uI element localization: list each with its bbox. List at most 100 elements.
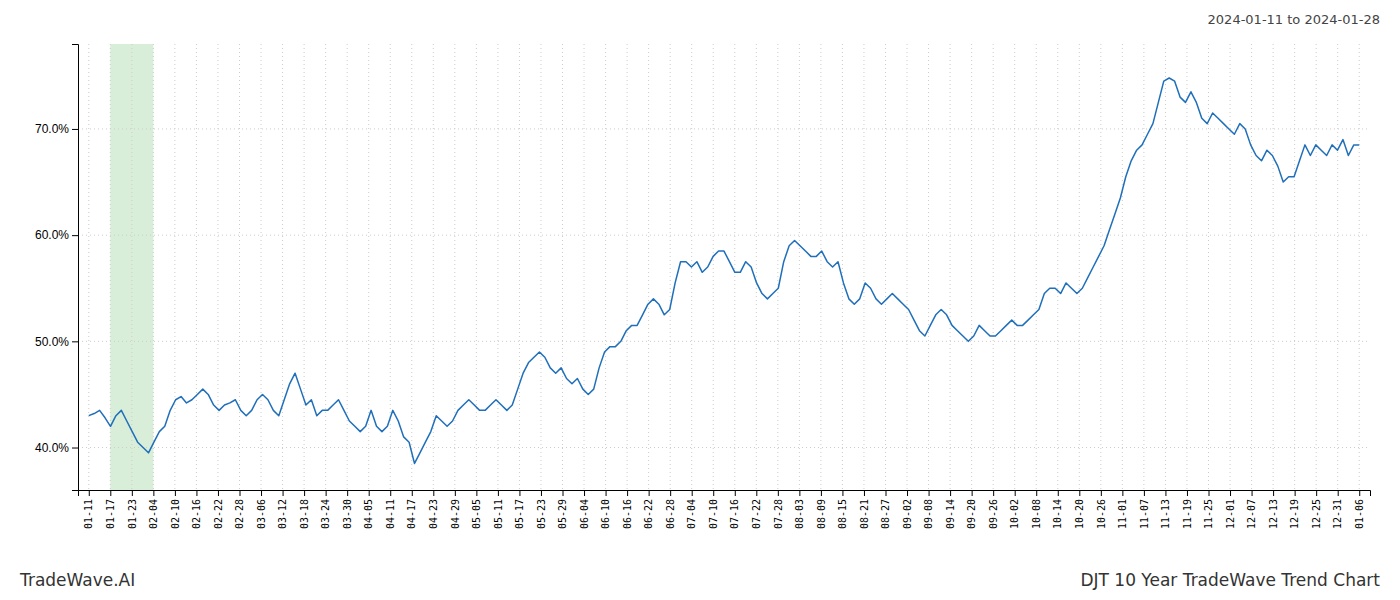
grid-line-x: [519, 44, 520, 490]
x-tick: 11-07: [1139, 490, 1150, 529]
x-tick-label: 01-11: [83, 499, 94, 529]
x-tick-label: 03-06: [256, 499, 267, 529]
x-tick: 06-28: [665, 490, 676, 529]
x-tick: 02-04: [148, 490, 159, 529]
x-tick: 01-17: [105, 490, 116, 529]
grid-line-x: [131, 44, 132, 490]
x-tick: 08-27: [880, 490, 891, 529]
x-tick-mark: [627, 490, 628, 496]
x-tick-mark: [1359, 490, 1360, 496]
x-tick: 01-11: [83, 490, 94, 529]
x-tick-label: 07-16: [729, 499, 740, 529]
grid-line-x: [1186, 44, 1187, 490]
x-tick-label: 12-19: [1289, 499, 1300, 529]
subtitle: 2024-01-11 to 2024-01-28: [1208, 12, 1380, 27]
x-tick-label: 06-28: [665, 499, 676, 529]
grid-line-x: [304, 44, 305, 490]
x-tick-label: 07-22: [751, 499, 762, 529]
x-tick: 03-18: [299, 490, 310, 529]
x-tick-mark: [692, 490, 693, 496]
x-tick: 11-25: [1203, 490, 1214, 529]
x-tick-label: 06-10: [600, 499, 611, 529]
x-tick-label: 05-11: [493, 499, 504, 529]
y-tick-mark: [72, 129, 78, 130]
x-tick: 08-15: [837, 490, 848, 529]
grid-line-x: [584, 44, 585, 490]
grid-line-y: [78, 235, 1370, 236]
x-tick: 07-16: [729, 490, 740, 529]
x-tick-mark: [110, 490, 111, 496]
x-tick-mark: [132, 490, 133, 496]
grid-line-x: [540, 44, 541, 490]
grid-line-x: [390, 44, 391, 490]
x-tick-mark: [907, 490, 908, 496]
x-tick-mark: [476, 490, 477, 496]
x-tick-mark: [1209, 490, 1210, 496]
x-tick: 04-11: [385, 490, 396, 529]
x-tick: 07-04: [686, 490, 697, 529]
x-tick-label: 09-14: [945, 499, 956, 529]
x-tick-mark: [799, 490, 800, 496]
grid-line-x: [1143, 44, 1144, 490]
y-tick-mark: [72, 341, 78, 342]
x-tick-label: 10-26: [1096, 499, 1107, 529]
grid-line-x: [907, 44, 908, 490]
grid-line-x: [196, 44, 197, 490]
grid-line-x: [605, 44, 606, 490]
grid-line-x: [1208, 44, 1209, 490]
x-tick: 09-26: [988, 490, 999, 529]
x-tick-mark: [864, 490, 865, 496]
x-tick-label: 10-02: [1009, 499, 1020, 529]
x-tick-mark: [778, 490, 779, 496]
x-tick: 12-13: [1268, 490, 1279, 529]
grid-line-x: [411, 44, 412, 490]
x-tick-mark: [283, 490, 284, 496]
x-tick-label: 12-25: [1311, 499, 1322, 529]
grid-line-x: [153, 44, 154, 490]
x-tick-label: 04-11: [385, 499, 396, 529]
y-tick-mark: [72, 448, 78, 449]
grid-line-x: [325, 44, 326, 490]
x-tick: 05-05: [471, 490, 482, 529]
x-tick-label: 09-08: [923, 499, 934, 529]
grid-line-x: [777, 44, 778, 490]
x-tick: 11-13: [1160, 490, 1171, 529]
line: [89, 78, 1359, 463]
x-tick-mark: [412, 490, 413, 496]
x-tick-label: 07-04: [686, 499, 697, 529]
y-axis: 40.0%50.0%60.0%70.0%: [35, 45, 79, 491]
x-tick-label: 10-08: [1031, 499, 1042, 529]
x-tick-label: 04-29: [450, 499, 461, 529]
x-tick-label: 01-17: [105, 499, 116, 529]
x-tick-mark: [369, 490, 370, 496]
x-tick-label: 05-23: [536, 499, 547, 529]
grid-line-x: [239, 44, 240, 490]
x-tick-mark: [1036, 490, 1037, 496]
grid-line-x: [863, 44, 864, 490]
x-tick-label: 07-28: [773, 499, 784, 529]
x-tick-mark: [541, 490, 542, 496]
x-tick-label: 06-04: [579, 499, 590, 529]
x-tick: 12-01: [1225, 490, 1236, 529]
x-tick: 08-09: [816, 490, 827, 529]
x-tick: 02-28: [234, 490, 245, 529]
x-tick-mark: [218, 490, 219, 496]
x-tick: 04-05: [363, 490, 374, 529]
y-tick: 60.0%: [35, 228, 78, 242]
x-tick-label: 12-07: [1246, 499, 1257, 529]
x-tick-mark: [175, 490, 176, 496]
x-tick-mark: [756, 490, 757, 496]
grid-line-x: [928, 44, 929, 490]
grid-line-x: [1079, 44, 1080, 490]
x-tick-mark: [1295, 490, 1296, 496]
x-tick: 11-19: [1182, 490, 1193, 529]
x-tick-mark: [886, 490, 887, 496]
grid-line-y: [78, 341, 1370, 342]
grid-line-y: [78, 128, 1370, 129]
y-tick-label: 50.0%: [35, 335, 69, 349]
x-tick-mark: [993, 490, 994, 496]
x-tick-label: 12-31: [1332, 499, 1343, 529]
grid-line-x: [497, 44, 498, 490]
x-tick-label: 05-17: [514, 499, 525, 529]
x-tick-label: 12-01: [1225, 499, 1236, 529]
